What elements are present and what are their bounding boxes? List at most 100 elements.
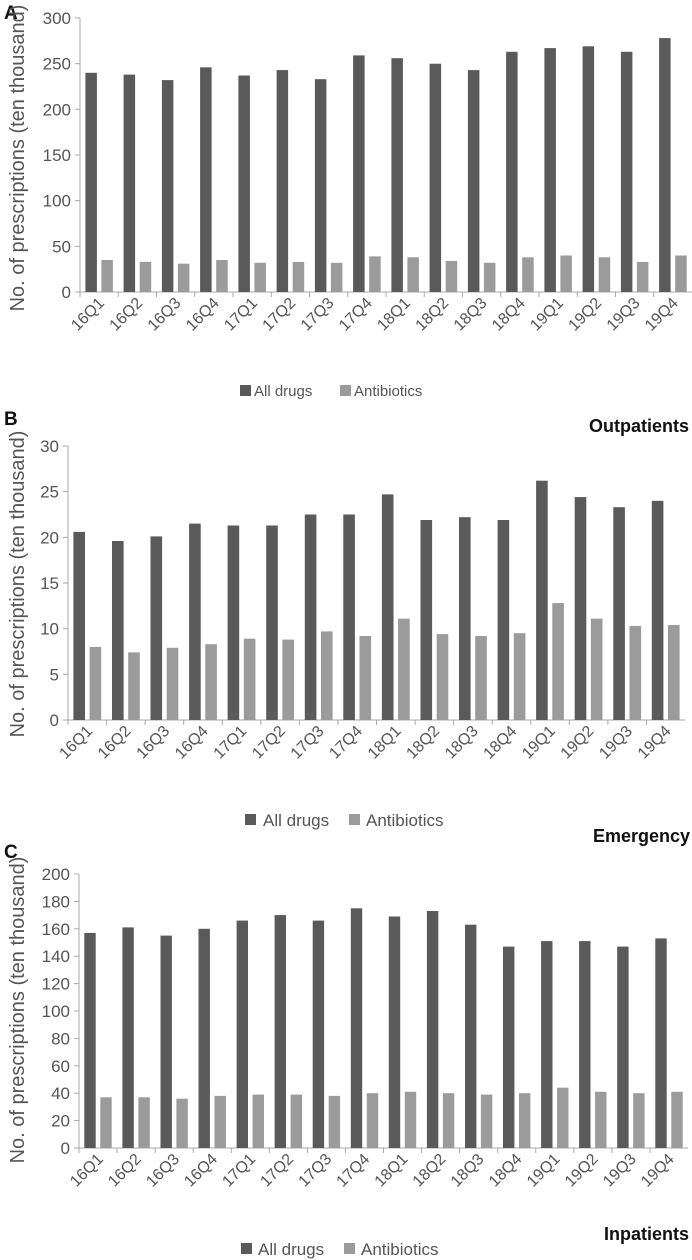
bar-antibiotics: [330, 262, 343, 292]
panel-c-label: C: [4, 842, 18, 863]
panel-b-y-axis-title: No. of prescriptions (ten thousand): [7, 431, 29, 738]
bar-antibiotics: [290, 1094, 302, 1148]
bar-all-drugs: [388, 916, 401, 1148]
bar-all-drugs: [465, 924, 477, 1148]
panel-b-legend: All drugs Antibiotics: [245, 811, 443, 830]
bar-all-drugs: [122, 927, 134, 1148]
bar-antibiotics: [366, 1093, 379, 1148]
bar-antibiotics: [100, 1097, 112, 1148]
x-tick-label: 19Q1: [519, 723, 559, 763]
bar-all-drugs: [73, 531, 85, 720]
x-tick-label: 17Q3: [288, 723, 328, 763]
x-tick-label: 16Q1: [56, 723, 96, 763]
x-tick-label: 16Q2: [105, 1151, 145, 1191]
panel-a-y-axis-title: No. of prescriptions (ten thousand): [7, 5, 29, 312]
y-tick-label: 100: [43, 192, 71, 211]
y-tick-label: 0: [62, 283, 71, 302]
y-tick-label: 250: [43, 55, 71, 74]
y-tick-label: 0: [61, 1139, 70, 1158]
x-tick-label: 16Q2: [95, 723, 135, 763]
x-tick-label: 16Q4: [172, 723, 212, 763]
bar-antibiotics: [214, 1095, 226, 1148]
bar-all-drugs: [536, 480, 548, 720]
bar-antibiotics: [138, 1097, 150, 1148]
y-tick-label: 60: [51, 1057, 70, 1076]
bar-antibiotics: [139, 261, 152, 292]
bar-antibiotics: [128, 652, 140, 720]
x-tick-label: 18Q2: [410, 1151, 450, 1191]
bar-all-drugs: [343, 514, 355, 720]
x-tick-label: 18Q2: [413, 295, 453, 335]
bar-all-drugs: [544, 48, 556, 292]
x-tick-label: 19Q1: [524, 1151, 564, 1191]
x-tick-label: 18Q4: [489, 295, 529, 335]
y-tick-label: 20: [51, 1112, 70, 1131]
bar-all-drugs: [314, 79, 327, 292]
bar-all-drugs: [497, 520, 510, 720]
bar-antibiotics: [552, 603, 564, 720]
bar-all-drugs: [613, 507, 625, 720]
bar-antibiotics: [480, 1094, 493, 1148]
x-tick-label: 17Q1: [219, 1151, 259, 1191]
x-tick-label: 16Q1: [67, 1151, 107, 1191]
bar-all-drugs: [353, 55, 365, 293]
y-tick-label: 30: [40, 437, 59, 456]
x-tick-label: 18Q1: [372, 1151, 412, 1191]
legend-swatch-antibiotics: [340, 385, 351, 396]
y-tick-label: 25: [40, 483, 59, 502]
y-tick-label: 0: [50, 711, 59, 730]
x-tick-label: 18Q1: [374, 295, 414, 335]
bar-all-drugs: [276, 70, 289, 292]
bar-all-drugs: [236, 920, 248, 1148]
bar-antibiotics: [359, 636, 372, 720]
bar-antibiotics: [205, 644, 217, 720]
bar-all-drugs: [227, 525, 240, 720]
bar-antibiotics: [590, 618, 603, 720]
bar-all-drugs: [506, 51, 518, 292]
y-tick-label: 120: [42, 975, 70, 994]
legend-label-antibiotics: Antibiotics: [354, 383, 422, 400]
panel-a: A No. of prescriptions (ten thousand) 0 5…: [4, 3, 692, 400]
y-tick-label: 200: [42, 865, 70, 884]
y-tick-label: 100: [42, 1002, 70, 1021]
bar-antibiotics: [398, 618, 410, 720]
x-tick-label: 18Q3: [448, 1151, 488, 1191]
y-tick-label: 20: [40, 528, 59, 547]
bar-antibiotics: [216, 260, 228, 292]
legend-swatch-all-drugs: [241, 1243, 252, 1254]
bar-antibiotics: [89, 646, 102, 720]
bar-antibiotics: [519, 1093, 531, 1148]
bar-all-drugs: [617, 946, 629, 1148]
panel-c-legend: All drugs Antibiotics: [241, 1240, 438, 1259]
x-tick-label: 17Q4: [334, 1151, 374, 1191]
x-tick-label: 16Q4: [181, 1151, 221, 1191]
bar-antibiotics: [442, 1093, 455, 1148]
bar-antibiotics: [101, 260, 113, 292]
x-tick-label: 19Q2: [558, 723, 598, 763]
x-tick-label: 19Q2: [562, 1151, 602, 1191]
bar-all-drugs: [160, 935, 172, 1148]
x-tick-label: 19Q2: [566, 295, 606, 335]
x-tick-label: 19Q4: [638, 1151, 678, 1191]
y-tick-label: 10: [40, 620, 59, 639]
bar-all-drugs: [112, 541, 124, 720]
y-tick-label: 40: [51, 1084, 70, 1103]
x-tick-label: 16Q2: [107, 295, 147, 335]
x-tick-label: 19Q3: [604, 295, 644, 335]
bar-all-drugs: [266, 525, 278, 720]
bar-all-drugs: [161, 80, 174, 292]
bar-antibiotics: [243, 638, 256, 720]
x-tick-label: 17Q3: [296, 1151, 336, 1191]
bar-all-drugs: [467, 70, 480, 292]
y-tick-label: 180: [42, 892, 70, 911]
x-tick-label: 17Q2: [249, 723, 289, 763]
x-tick-label: 17Q1: [211, 723, 251, 763]
x-tick-label: 16Q4: [183, 295, 223, 335]
x-tick-label: 19Q3: [596, 723, 636, 763]
bar-antibiotics: [166, 647, 179, 720]
legend-label-all-drugs: All drugs: [258, 1240, 324, 1259]
x-tick-label: 17Q3: [298, 295, 338, 335]
bar-antibiotics: [557, 1087, 569, 1148]
bar-antibiotics: [404, 1091, 417, 1148]
